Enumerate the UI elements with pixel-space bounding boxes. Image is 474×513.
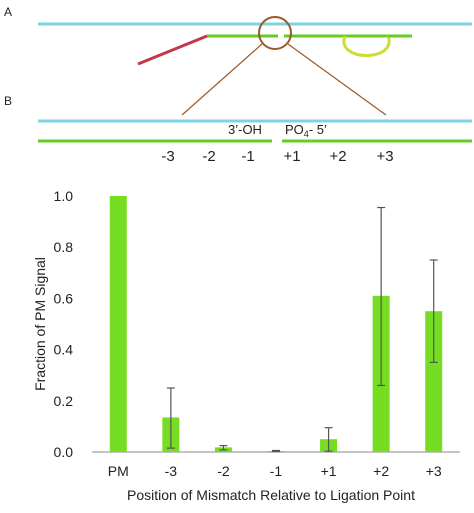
y-tick-label: 0.2 <box>54 393 74 409</box>
y-tick-label: 0.6 <box>54 290 74 306</box>
panel-b: B 3’-OH PO4- 5’ -3 -2 -1 +1 +2 +3 <box>4 94 472 165</box>
x-tick-label: +2 <box>373 463 389 479</box>
ligation-circle <box>258 16 292 50</box>
y-tick-label: 1.0 <box>54 188 74 204</box>
panel-a: A <box>4 5 472 116</box>
position-label: -2 <box>202 148 215 165</box>
x-tick-label: -3 <box>165 463 178 479</box>
x-tick-label: PM <box>108 463 129 479</box>
hairpin-loop <box>342 35 391 57</box>
y-axis-label: Fraction of PM Signal <box>32 257 48 391</box>
position-label: +2 <box>329 148 346 165</box>
x-tick-label: -1 <box>270 463 283 479</box>
position-label: -3 <box>161 148 174 165</box>
bar <box>109 196 127 452</box>
error-bars <box>166 206 438 453</box>
position-labels: -3 -2 -1 +1 +2 +3 <box>161 148 393 165</box>
x-tick-label: -2 <box>217 463 230 479</box>
bar-chart: 0.0 0.2 0.4 0.6 0.8 1.0 PM -3 -2 -1 +1 +2 +3 Fracti… <box>32 188 460 503</box>
y-axis-ticks: 0.0 0.2 0.4 0.6 0.8 1.0 <box>54 188 74 460</box>
red-tail <box>137 34 208 66</box>
panel-b-letter: B <box>4 94 12 108</box>
bars <box>109 196 443 452</box>
panel-a-letter: A <box>4 5 12 19</box>
position-label: +1 <box>283 148 300 165</box>
x-tick-label: +3 <box>426 463 442 479</box>
phosphate-five-prime-label: PO4- 5’ <box>285 122 327 139</box>
position-label: -1 <box>241 148 254 165</box>
zoom-line-right <box>287 43 387 116</box>
x-tick-label: +1 <box>321 463 337 479</box>
position-label: +3 <box>376 148 393 165</box>
y-tick-label: 0.4 <box>54 342 74 358</box>
y-tick-label: 0.0 <box>54 444 74 460</box>
zoom-line-left <box>181 43 263 116</box>
three-prime-oh-label: 3’-OH <box>228 122 262 137</box>
x-axis-label: Position of Mismatch Relative to Ligatio… <box>127 487 415 503</box>
y-tick-label: 0.8 <box>54 239 74 255</box>
x-axis-tick-labels: PM -3 -2 -1 +1 +2 +3 <box>108 463 442 479</box>
bar <box>425 311 443 452</box>
